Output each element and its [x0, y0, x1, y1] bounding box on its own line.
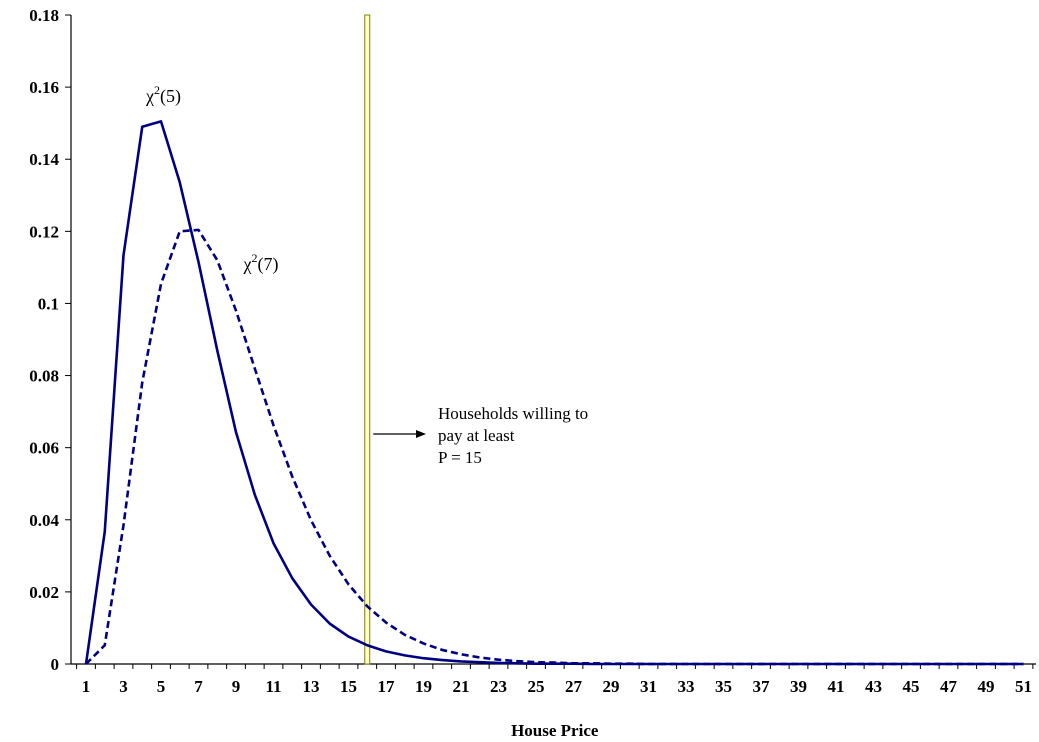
x-tick-label: 23: [490, 677, 507, 696]
series-line-2: [85, 228, 1024, 666]
x-tick-label: 15: [340, 677, 357, 696]
x-tick-label: 33: [678, 677, 695, 696]
x-tick-label: 29: [603, 677, 620, 696]
annotation-arrow-head: [416, 430, 426, 438]
x-tick-label: 39: [790, 677, 807, 696]
annotation-line-1: Households willing to: [438, 404, 588, 423]
annotation-line-3: P = 15: [438, 448, 482, 467]
y-tick-label: 0.18: [29, 6, 59, 25]
annotation-line-2: pay at least: [438, 426, 515, 445]
x-tick-label: 41: [828, 677, 845, 696]
x-tick-label: 51: [1015, 677, 1032, 696]
x-tick-label: 19: [415, 677, 432, 696]
y-tick-label: 0.02: [29, 583, 59, 602]
y-tick-label: 0.04: [29, 511, 59, 530]
annotation: Households willing to pay at least P = 15: [373, 404, 588, 467]
x-axis-title: House Price: [511, 721, 599, 740]
series-label-2: χ2(7): [243, 251, 279, 275]
x-tick-label: 11: [265, 677, 281, 696]
x-tick-label: 43: [865, 677, 882, 696]
y-tick-label: 0: [51, 655, 60, 674]
vertical-marker-bar: [364, 14, 371, 665]
y-axis-ticks: 0 0.02 0.04 0.06 0.08 0.1 0.12 0.14 0.16 0.18: [29, 6, 71, 674]
x-tick-label: 47: [940, 677, 958, 696]
series-line-1: [84, 120, 1024, 666]
y-tick-label: 0.12: [29, 222, 59, 241]
vertical-marker: [364, 14, 371, 665]
x-tick-label: 5: [157, 677, 166, 696]
x-axis-ticks: 1 3 5 7 9 11 13 15 17 19 21 23 25 27 29 31 33 35 37 39 41 43 4…: [76, 664, 1034, 696]
series-lines: [84, 120, 1024, 666]
x-tick-label: 9: [232, 677, 241, 696]
y-tick-label: 0.1: [38, 294, 59, 313]
x-tick-label: 25: [528, 677, 545, 696]
x-tick-label: 37: [753, 677, 771, 696]
y-tick-label: 0.06: [29, 439, 59, 458]
x-tick-label: 3: [119, 677, 128, 696]
x-tick-label: 27: [565, 677, 583, 696]
x-tick-label: 1: [82, 677, 91, 696]
x-tick-label: 45: [903, 677, 920, 696]
y-tick-label: 0.14: [29, 150, 59, 169]
x-tick-label: 7: [194, 677, 203, 696]
y-tick-label: 0.08: [29, 367, 59, 386]
x-tick-label: 13: [303, 677, 320, 696]
x-tick-label: 49: [978, 677, 995, 696]
series-labels: χ2(5) χ2(7): [145, 83, 279, 275]
x-tick-label: 31: [640, 677, 657, 696]
y-tick-label: 0.16: [29, 78, 59, 97]
series-label-1: χ2(5): [145, 83, 181, 107]
x-tick-label: 17: [378, 677, 396, 696]
x-tick-label: 21: [453, 677, 470, 696]
x-tick-label: 35: [715, 677, 732, 696]
